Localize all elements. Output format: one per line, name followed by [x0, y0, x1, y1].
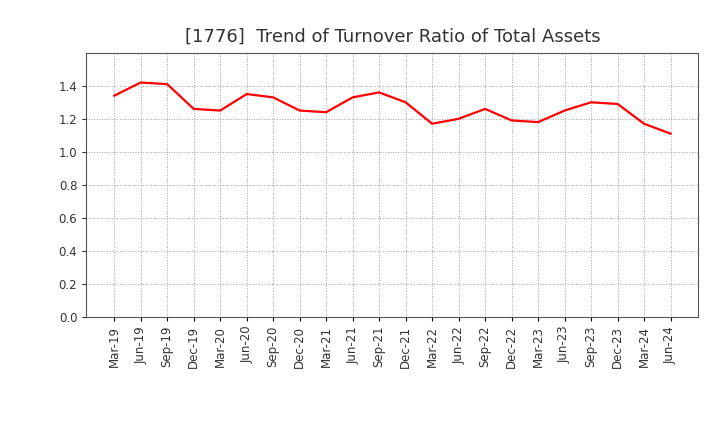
Title: [1776]  Trend of Turnover Ratio of Total Assets: [1776] Trend of Turnover Ratio of Total …: [184, 28, 600, 46]
